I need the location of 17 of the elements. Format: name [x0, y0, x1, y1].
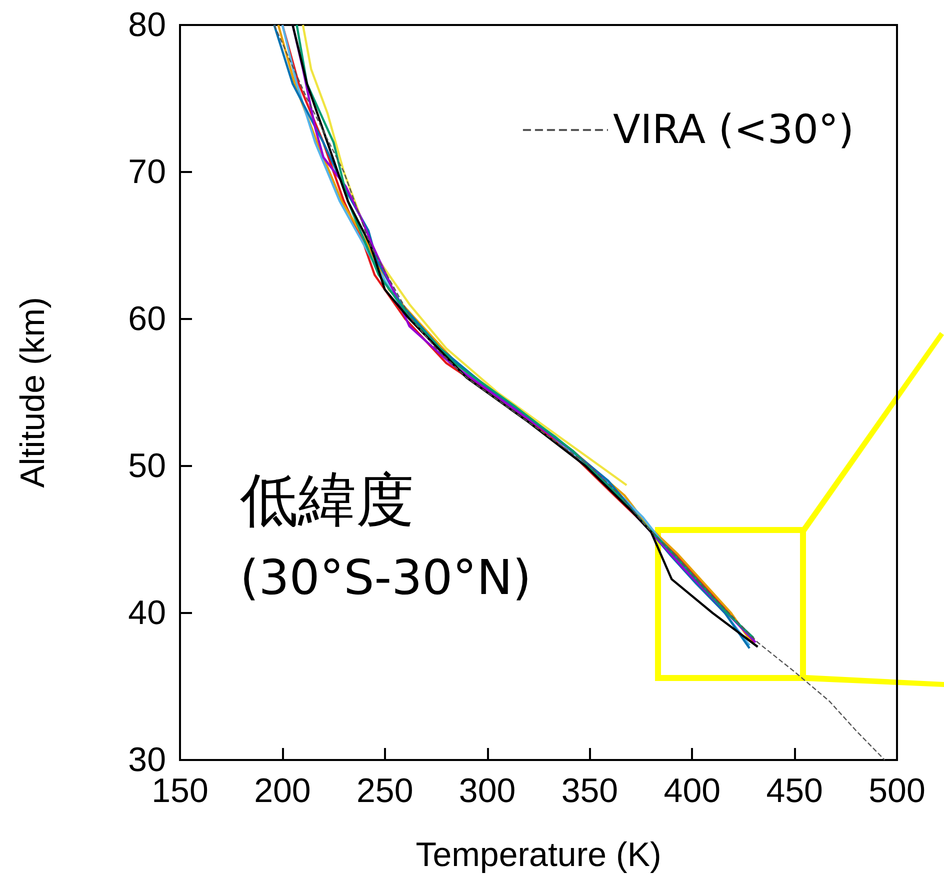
annotation: 低緯度	[240, 465, 414, 536]
y-tick-label: 50	[128, 447, 166, 485]
annotation: (30°S-30°N)	[240, 550, 532, 606]
x-tick-label: 350	[561, 772, 618, 810]
y-tick-label: 70	[128, 153, 166, 191]
y-tick-label: 40	[128, 594, 166, 632]
y-tick-label: 60	[128, 300, 166, 338]
x-tick-label: 200	[254, 772, 311, 810]
x-axis-title: Temperature (K)	[416, 836, 662, 874]
y-axis-title: Altitude (km)	[14, 297, 52, 488]
x-tick-label: 250	[356, 772, 414, 810]
x-tick-label: 400	[664, 772, 721, 810]
x-tick-label: 300	[458, 772, 516, 810]
x-tick-label: 500	[868, 772, 926, 810]
y-tick-label: 80	[128, 6, 166, 44]
legend-label: VIRA (<30°)	[612, 107, 854, 153]
x-tick-label: 450	[766, 772, 823, 810]
